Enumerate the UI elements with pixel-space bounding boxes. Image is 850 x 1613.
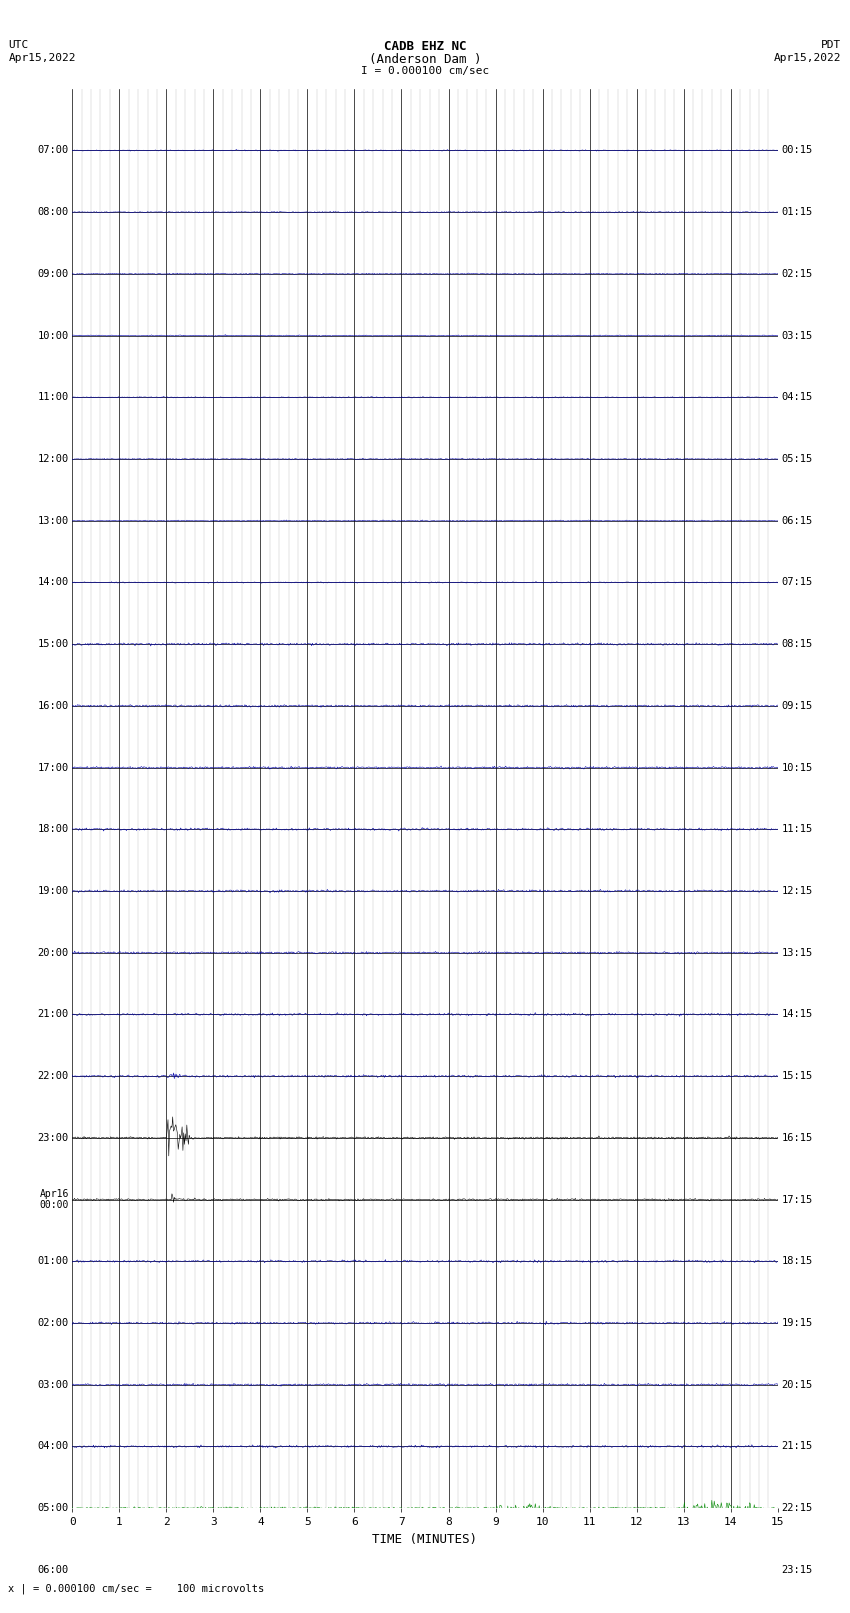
Text: 18:00: 18:00 — [37, 824, 69, 834]
Text: CADB EHZ NC: CADB EHZ NC — [383, 40, 467, 53]
Text: 13:00: 13:00 — [37, 516, 69, 526]
Text: Apr15,2022: Apr15,2022 — [774, 53, 842, 63]
Text: 19:15: 19:15 — [781, 1318, 813, 1327]
Text: 19:00: 19:00 — [37, 886, 69, 895]
Text: 10:15: 10:15 — [781, 763, 813, 773]
Text: 21:15: 21:15 — [781, 1442, 813, 1452]
Text: 15:00: 15:00 — [37, 639, 69, 648]
Text: 18:15: 18:15 — [781, 1257, 813, 1266]
Text: 00:15: 00:15 — [781, 145, 813, 155]
Text: I = 0.000100 cm/sec: I = 0.000100 cm/sec — [361, 66, 489, 76]
Text: 11:00: 11:00 — [37, 392, 69, 402]
Text: 04:15: 04:15 — [781, 392, 813, 402]
Text: 01:15: 01:15 — [781, 206, 813, 218]
Text: 05:15: 05:15 — [781, 453, 813, 465]
Text: 04:00: 04:00 — [37, 1442, 69, 1452]
Text: Apr16
00:00: Apr16 00:00 — [39, 1189, 69, 1210]
Text: 12:15: 12:15 — [781, 886, 813, 895]
Text: 03:00: 03:00 — [37, 1379, 69, 1390]
Text: 20:00: 20:00 — [37, 948, 69, 958]
Text: 16:15: 16:15 — [781, 1132, 813, 1144]
Text: 08:15: 08:15 — [781, 639, 813, 648]
Text: 06:00: 06:00 — [37, 1565, 69, 1574]
Text: 21:00: 21:00 — [37, 1010, 69, 1019]
Text: 15:15: 15:15 — [781, 1071, 813, 1081]
Text: 14:00: 14:00 — [37, 577, 69, 587]
Text: 03:15: 03:15 — [781, 331, 813, 340]
Text: 13:15: 13:15 — [781, 948, 813, 958]
Text: 01:00: 01:00 — [37, 1257, 69, 1266]
Text: 11:15: 11:15 — [781, 824, 813, 834]
Text: 08:00: 08:00 — [37, 206, 69, 218]
Text: Apr15,2022: Apr15,2022 — [8, 53, 76, 63]
Text: 22:15: 22:15 — [781, 1503, 813, 1513]
Text: 07:15: 07:15 — [781, 577, 813, 587]
Text: 17:15: 17:15 — [781, 1195, 813, 1205]
Text: 23:15: 23:15 — [781, 1565, 813, 1574]
Text: 02:00: 02:00 — [37, 1318, 69, 1327]
Text: 16:00: 16:00 — [37, 702, 69, 711]
Text: 09:15: 09:15 — [781, 702, 813, 711]
Text: 22:00: 22:00 — [37, 1071, 69, 1081]
Text: x | = 0.000100 cm/sec =    100 microvolts: x | = 0.000100 cm/sec = 100 microvolts — [8, 1582, 264, 1594]
Text: 07:00: 07:00 — [37, 145, 69, 155]
Text: PDT: PDT — [821, 40, 842, 50]
Text: 20:15: 20:15 — [781, 1379, 813, 1390]
Text: 09:00: 09:00 — [37, 269, 69, 279]
Text: UTC: UTC — [8, 40, 29, 50]
Text: 14:15: 14:15 — [781, 1010, 813, 1019]
Text: 10:00: 10:00 — [37, 331, 69, 340]
Text: 23:00: 23:00 — [37, 1132, 69, 1144]
Text: 12:00: 12:00 — [37, 453, 69, 465]
Text: 17:00: 17:00 — [37, 763, 69, 773]
Text: 02:15: 02:15 — [781, 269, 813, 279]
X-axis label: TIME (MINUTES): TIME (MINUTES) — [372, 1532, 478, 1545]
Text: 05:00: 05:00 — [37, 1503, 69, 1513]
Text: 06:15: 06:15 — [781, 516, 813, 526]
Text: (Anderson Dam ): (Anderson Dam ) — [369, 53, 481, 66]
